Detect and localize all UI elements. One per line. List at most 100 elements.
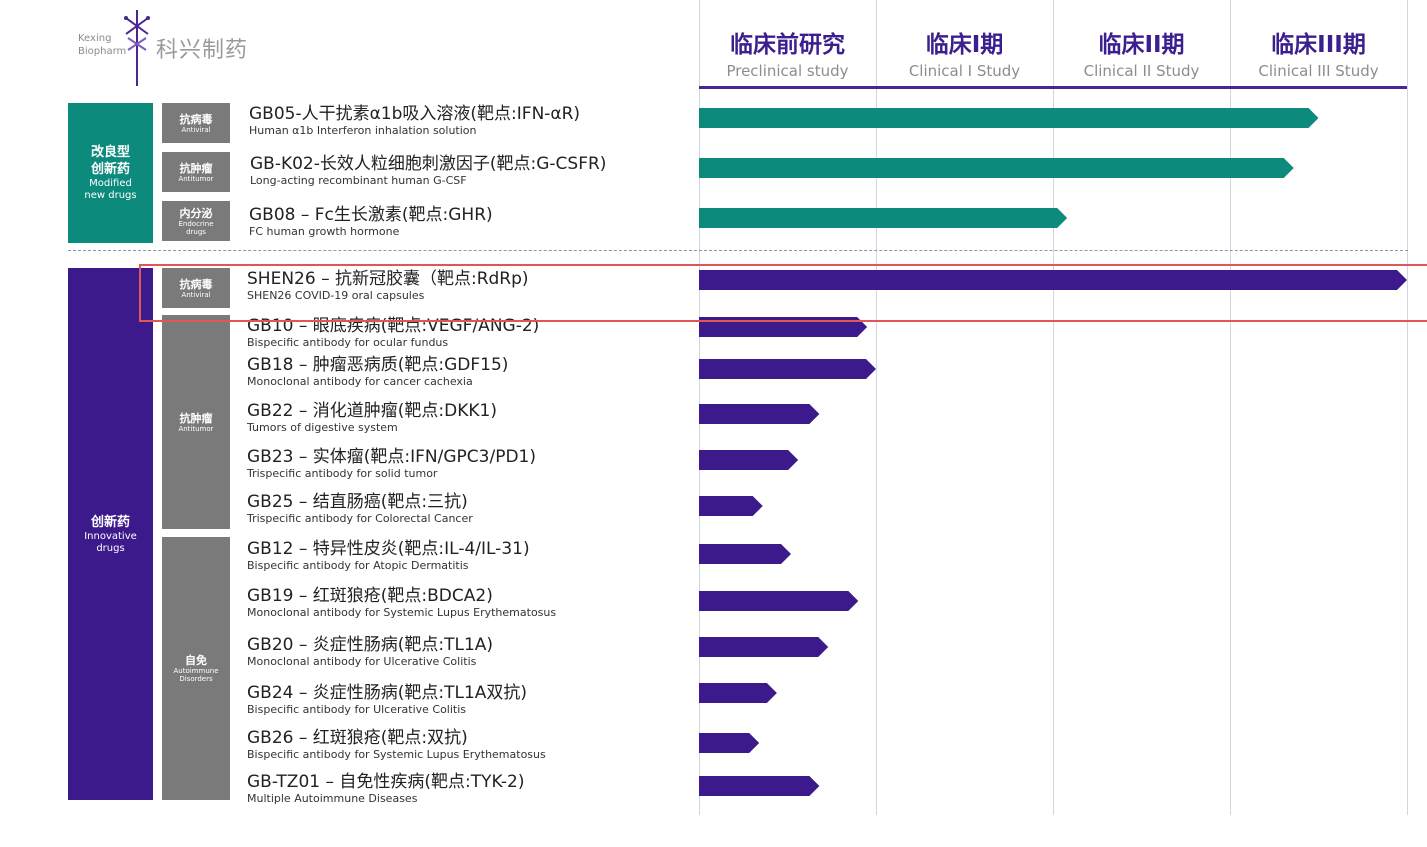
drug-name-cn: GB12 – 特异性皮炎(靶点:IL-4/IL-31) [247, 539, 530, 559]
category-label-cn: 抗病毒 [179, 112, 213, 126]
phase-title-en: Clinical I Study [908, 62, 1021, 80]
drug-name-cn: GB23 – 实体瘤(靶点:IFN/GPC3/PD1) [247, 447, 536, 467]
drug-name-en: Multiple Autoimmune Diseases [247, 792, 418, 805]
drug-name-en: Bispecific antibody for Systemic Lupus E… [247, 748, 546, 761]
phase-title-cn: 临床前研究 [730, 32, 845, 58]
drug-label: GB26 – 红斑狼疮(靶点:双抗) Bispecific antibody f… [247, 728, 546, 761]
drug-name-en: Trispecific antibody for Colorectal Canc… [247, 512, 473, 525]
company-logo: Kexing Biopharm 科兴制药 [70, 8, 270, 88]
category-antiviral: 抗病毒 Antiviral [162, 268, 230, 308]
progress-bar-gb-k02 [699, 158, 1294, 178]
category-endocrine: 内分泌 Endocrine drugs [162, 201, 230, 241]
group-label-cn: 创新药 [90, 514, 130, 530]
progress-bar-gb-tz01 [699, 776, 820, 796]
progress-bar-gb25 [699, 496, 763, 516]
drug-name-cn: GB25 – 结直肠癌(靶点:三抗) [247, 492, 468, 512]
phase-header-clinical-3: 临床III期 Clinical III Study [1230, 30, 1407, 82]
phase-title-en: Preclinical study [726, 62, 849, 80]
drug-name-en: Bispecific antibody for ocular fundus [247, 336, 449, 349]
drug-name-cn: GB22 – 消化道肿瘤(靶点:DKK1) [247, 401, 497, 421]
phase-gridline [1053, 0, 1054, 815]
progress-bar-gb19 [699, 591, 859, 611]
drug-label: GB12 – 特异性皮炎(靶点:IL-4/IL-31) Bispecific a… [247, 539, 530, 572]
group-modified-drugs: 改良型 创新药 Modified new drugs [68, 103, 153, 243]
drug-name-cn: GB18 – 肿瘤恶病质(靶点:GDF15) [247, 355, 509, 375]
drug-name-en: Long-acting recombinant human G-CSF [250, 174, 467, 187]
category-label-cn: 抗肿瘤 [179, 161, 213, 175]
drug-name-cn: GB08 – Fc生长激素(靶点:GHR) [249, 205, 493, 225]
progress-bar-gb12 [699, 544, 792, 564]
phase-header-clinical-1: 临床I期 Clinical I Study [876, 30, 1053, 82]
drug-name-en: Monoclonal antibody for Systemic Lupus E… [247, 606, 557, 619]
drug-name-en: Monoclonal antibody for Ulcerative Colit… [247, 655, 477, 668]
progress-bar-gb10 [699, 317, 868, 337]
drug-name-cn: GB-TZ01 – 自免性疾病(靶点:TYK-2) [247, 772, 525, 792]
drug-label: GB05-人干扰素α1b吸入溶液(靶点:IFN-αR) Human α1b In… [249, 104, 580, 137]
drug-name-en: SHEN26 COVID-19 oral capsules [247, 289, 425, 302]
group-label-cn: 改良型 创新药 [90, 145, 130, 177]
category-autoimmune: 自免 Autoimmune Disorders [162, 537, 230, 800]
header-rule [699, 86, 1407, 89]
category-antitumor: 抗肿瘤 Antitumor [162, 152, 230, 192]
phase-header-preclinical: 临床前研究 Preclinical study [699, 30, 876, 82]
category-antiviral: 抗病毒 Antiviral [162, 103, 230, 143]
phase-title-cn: 临床II期 [1098, 32, 1185, 58]
phase-gridline [876, 0, 877, 815]
category-label-en: Antitumor [178, 424, 214, 433]
progress-bar-shen26 [699, 270, 1407, 290]
progress-bar-gb22 [699, 404, 820, 424]
drug-name-en: Bispecific antibody for Ulcerative Colit… [247, 703, 467, 716]
drug-name-en: Trispecific antibody for solid tumor [247, 467, 438, 480]
drug-name-cn: GB20 – 炎症性肠病(靶点:TL1A) [247, 635, 494, 655]
drug-label: SHEN26 – 抗新冠胶囊（靶点:RdRp) SHEN26 COVID-19 … [247, 269, 529, 302]
drug-name-cn: GB19 – 红斑狼疮(靶点:BDCA2) [247, 586, 493, 606]
phase-title-cn: 临床III期 [1271, 32, 1366, 58]
drug-name-cn: GB-K02-长效人粒细胞刺激因子(靶点:G-CSFR) [250, 154, 607, 174]
group-label-en: Innovative drugs [84, 530, 137, 554]
phase-title-en: Clinical III Study [1258, 62, 1379, 80]
progress-bar-gb26 [699, 733, 760, 753]
category-label-cn: 自免 [185, 654, 207, 667]
drug-label: GB-K02-长效人粒细胞刺激因子(靶点:G-CSFR) Long-acting… [250, 154, 606, 187]
drug-label: GB23 – 实体瘤(靶点:IFN/GPC3/PD1) Trispecific … [247, 447, 536, 480]
category-label-cn: 内分泌 [179, 206, 213, 220]
phase-header-clinical-2: 临床II期 Clinical II Study [1053, 30, 1230, 82]
drug-label: GB-TZ01 – 自免性疾病(靶点:TYK-2) Multiple Autoi… [247, 772, 524, 805]
category-label-en: Antiviral [181, 125, 211, 134]
phase-title-cn: 临床I期 [925, 32, 1004, 58]
highlight-frame [139, 264, 1427, 322]
logo-english-line1: Kexing [78, 33, 112, 44]
drug-name-en: Monoclonal antibody for cancer cachexia [247, 375, 473, 388]
logo-english: Kexing Biopharm [78, 32, 126, 58]
progress-bar-gb05 [699, 108, 1319, 128]
category-antitumor: 抗肿瘤 Antitumor [162, 315, 230, 529]
drug-name-en: Tumors of digestive system [247, 421, 398, 434]
drug-name-cn: GB24 – 炎症性肠病(靶点:TL1A双抗) [247, 683, 528, 703]
dna-logo-icon [124, 10, 150, 86]
phase-gridline [1407, 0, 1408, 815]
drug-name-en: FC human growth hormone [249, 225, 400, 238]
drug-label: GB08 – Fc生长激素(靶点:GHR) FC human growth ho… [249, 205, 493, 238]
drug-label: GB24 – 炎症性肠病(靶点:TL1A双抗) Bispecific antib… [247, 683, 527, 716]
progress-bar-gb23 [699, 450, 799, 470]
group-label-en: Modified new drugs [84, 178, 137, 201]
drug-label: GB19 – 红斑狼疮(靶点:BDCA2) Monoclonal antibod… [247, 586, 556, 619]
drug-name-en: Human α1b Interferon inhalation solution [249, 124, 477, 137]
drug-name-en: Bispecific antibody for Atopic Dermatiti… [247, 559, 469, 572]
progress-bar-gb08 [699, 208, 1068, 228]
progress-bar-gb18 [699, 359, 876, 379]
drug-name-cn: GB05-人干扰素α1b吸入溶液(靶点:IFN-αR) [249, 104, 581, 124]
category-label-cn: 抗病毒 [179, 277, 213, 291]
progress-bar-gb24 [699, 683, 777, 703]
category-label-en: Endocrine drugs [178, 219, 214, 236]
category-label-cn: 抗肿瘤 [179, 411, 213, 425]
category-label-en: Antitumor [178, 174, 214, 183]
logo-chinese: 科兴制药 [156, 38, 249, 63]
progress-bar-gb20 [699, 637, 829, 657]
phase-title-en: Clinical II Study [1083, 62, 1200, 80]
drug-name-cn: SHEN26 – 抗新冠胶囊（靶点:RdRp) [247, 269, 529, 289]
logo-english-line2: Biopharm [78, 46, 127, 57]
category-label-en: Antiviral [181, 290, 211, 299]
section-divider [68, 250, 1408, 251]
